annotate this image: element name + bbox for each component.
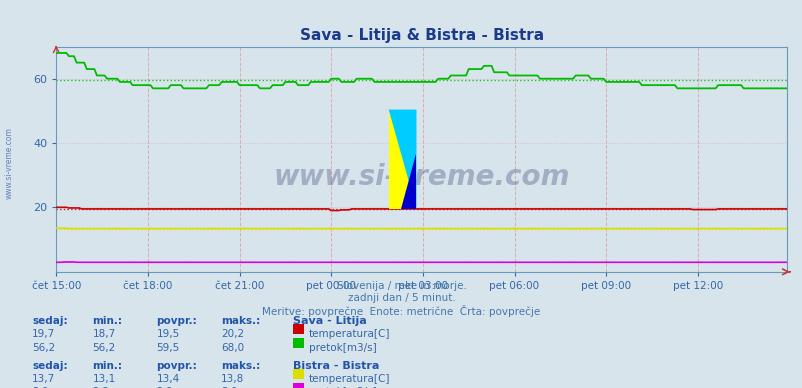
Text: sedaj:: sedaj:	[32, 316, 67, 326]
Text: min.:: min.:	[92, 361, 122, 371]
Text: pretok[m3/s]: pretok[m3/s]	[309, 387, 376, 388]
Text: Slovenija / reke in morje.: Slovenija / reke in morje.	[336, 281, 466, 291]
Text: 20,2: 20,2	[221, 329, 244, 339]
Text: sedaj:: sedaj:	[32, 361, 67, 371]
Text: 19,7: 19,7	[32, 329, 55, 339]
Text: www.si-vreme.com: www.si-vreme.com	[5, 127, 14, 199]
Text: 56,2: 56,2	[32, 343, 55, 353]
Text: www.si-vreme.com: www.si-vreme.com	[273, 163, 569, 191]
Text: temperatura[C]: temperatura[C]	[309, 329, 390, 339]
Text: 56,2: 56,2	[92, 343, 115, 353]
Text: Bistra - Bistra: Bistra - Bistra	[293, 361, 379, 371]
Text: 19,5: 19,5	[156, 329, 180, 339]
Text: min.:: min.:	[92, 316, 122, 326]
Text: 13,1: 13,1	[92, 374, 115, 384]
Text: maks.:: maks.:	[221, 316, 260, 326]
Text: 2,8: 2,8	[92, 387, 109, 388]
Text: temperatura[C]: temperatura[C]	[309, 374, 390, 384]
Text: 3,0: 3,0	[221, 387, 237, 388]
Text: 13,8: 13,8	[221, 374, 244, 384]
Polygon shape	[401, 154, 416, 209]
Text: 59,5: 59,5	[156, 343, 180, 353]
Text: 2,9: 2,9	[156, 387, 173, 388]
Text: 13,7: 13,7	[32, 374, 55, 384]
Text: povpr.:: povpr.:	[156, 316, 197, 326]
Text: Sava - Litija: Sava - Litija	[293, 316, 367, 326]
Text: 18,7: 18,7	[92, 329, 115, 339]
Text: pretok[m3/s]: pretok[m3/s]	[309, 343, 376, 353]
Polygon shape	[388, 109, 416, 209]
Bar	[388, 109, 416, 209]
Title: Sava - Litija & Bistra - Bistra: Sava - Litija & Bistra - Bistra	[299, 28, 543, 43]
Text: 2,9: 2,9	[32, 387, 49, 388]
Text: maks.:: maks.:	[221, 361, 260, 371]
Text: Meritve: povprečne  Enote: metrične  Črta: povprečje: Meritve: povprečne Enote: metrične Črta:…	[262, 305, 540, 317]
Text: 68,0: 68,0	[221, 343, 244, 353]
Text: 13,4: 13,4	[156, 374, 180, 384]
Text: povpr.:: povpr.:	[156, 361, 197, 371]
Text: zadnji dan / 5 minut.: zadnji dan / 5 minut.	[347, 293, 455, 303]
